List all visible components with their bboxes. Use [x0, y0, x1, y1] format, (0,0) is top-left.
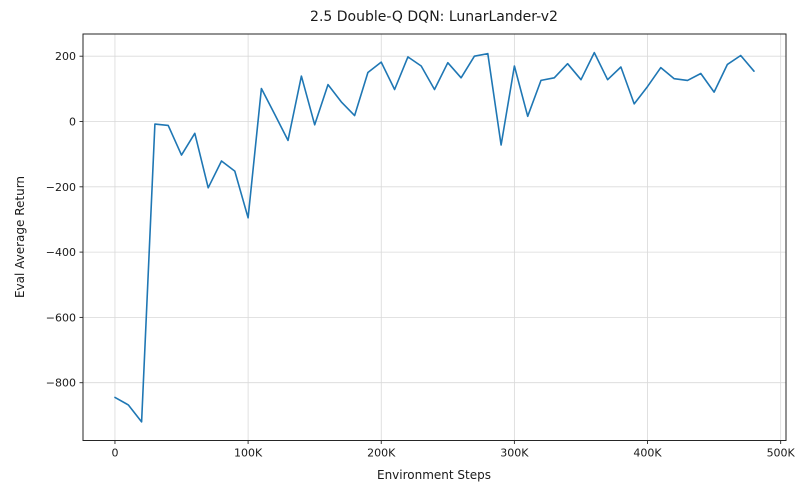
x-tick-label: 0 [111, 447, 118, 460]
y-tick-label: 200 [55, 50, 76, 63]
y-tick-label: −600 [46, 311, 76, 324]
y-tick-label: −200 [46, 181, 76, 194]
x-axis-label: Environment Steps [376, 468, 492, 482]
y-tick-label: 0 [69, 116, 76, 129]
series-line [114, 51, 755, 423]
chart-title: 2.5 Double-Q DQN: LunarLander-v2 [310, 9, 558, 25]
x-tick-label: 100K [234, 447, 263, 460]
x-tick-label: 400K [633, 447, 662, 460]
x-tick-label: 200K [367, 447, 396, 460]
x-tick-label: 500K [767, 447, 796, 460]
x-tick-label: 300K [500, 447, 529, 460]
axes-frame [82, 33, 787, 441]
y-tick-label: −800 [46, 377, 76, 390]
y-tick-label: −400 [46, 246, 76, 259]
